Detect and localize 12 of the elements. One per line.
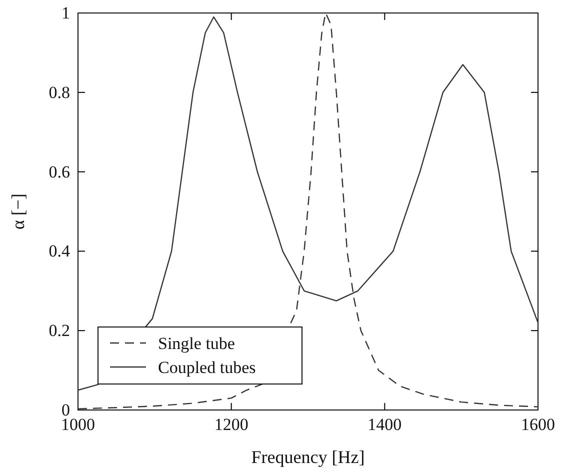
x-axis-title: Frequency [Hz] <box>251 447 365 467</box>
y-tick-label: 0.8 <box>48 82 70 102</box>
x-tick-label: 1400 <box>368 415 402 434</box>
y-tick-label: 0.4 <box>48 242 70 261</box>
x-tick-label: 1600 <box>521 415 555 434</box>
x-tick-label: 1200 <box>214 415 248 434</box>
y-tick-label: 0.2 <box>48 321 70 340</box>
y-tick-label: 0.6 <box>48 162 70 182</box>
legend-label: Coupled tubes <box>158 358 256 377</box>
legend-label: Single tube <box>158 334 235 353</box>
y-tick-label: 1 <box>62 3 70 22</box>
y-axis-title: α [−] <box>8 193 28 230</box>
